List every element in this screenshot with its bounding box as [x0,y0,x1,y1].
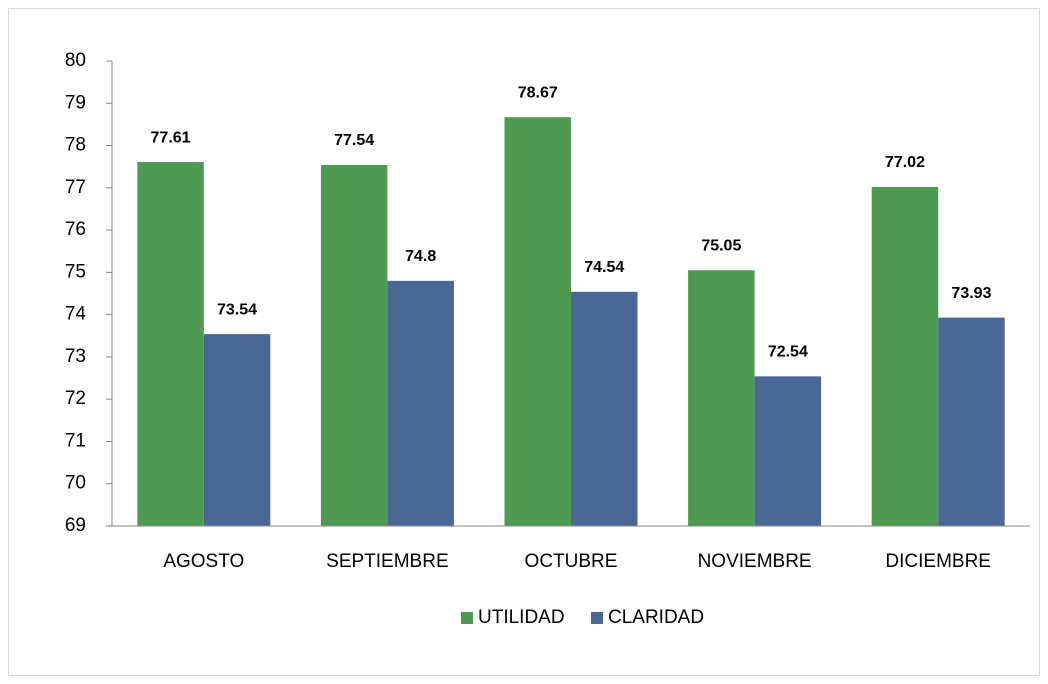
bar [203,334,271,526]
bar [320,164,388,526]
legend-label: UTILIDAD [478,607,565,628]
data-label: 78.67 [518,84,558,101]
bar [938,317,1005,526]
x-tick-label: OCTUBRE [525,551,618,572]
y-tick-label: 80 [65,50,86,71]
bar [688,270,755,526]
y-tick-label: 79 [65,92,86,113]
bar [754,376,822,526]
data-label: 75.05 [701,237,741,254]
legend-swatch [461,612,473,624]
data-label: 77.61 [151,129,191,146]
data-label: 72.54 [768,344,808,361]
x-tick-label: NOVIEMBRE [698,551,812,572]
y-tick-label: 74 [65,304,87,325]
y-tick-label: 69 [65,515,86,536]
bar [871,186,939,527]
x-tick-label: DICIEMBRE [885,551,991,572]
data-label: 77.02 [885,154,925,171]
y-tick-label: 73 [65,346,86,367]
data-label: 73.93 [951,285,991,302]
bar [387,280,454,526]
bar [504,117,571,527]
data-label: 74.8 [405,248,436,265]
y-tick-label: 72 [65,388,86,409]
y-tick-label: 75 [65,261,86,282]
y-tick-label: 71 [65,430,86,451]
y-tick-label: 70 [65,473,86,494]
y-tick-label: 78 [65,135,86,156]
x-tick-label: SEPTIEMBRE [326,551,448,572]
legend-label: CLARIDAD [608,607,704,628]
data-label: 77.54 [334,132,374,149]
y-tick-label: 76 [65,219,86,240]
data-label: 73.54 [217,301,257,318]
legend-swatch [591,612,603,624]
x-tick-label: AGOSTO [163,551,244,572]
bar [137,162,204,527]
bar [571,291,638,526]
data-label: 74.54 [584,259,624,276]
y-tick-label: 77 [65,177,86,198]
